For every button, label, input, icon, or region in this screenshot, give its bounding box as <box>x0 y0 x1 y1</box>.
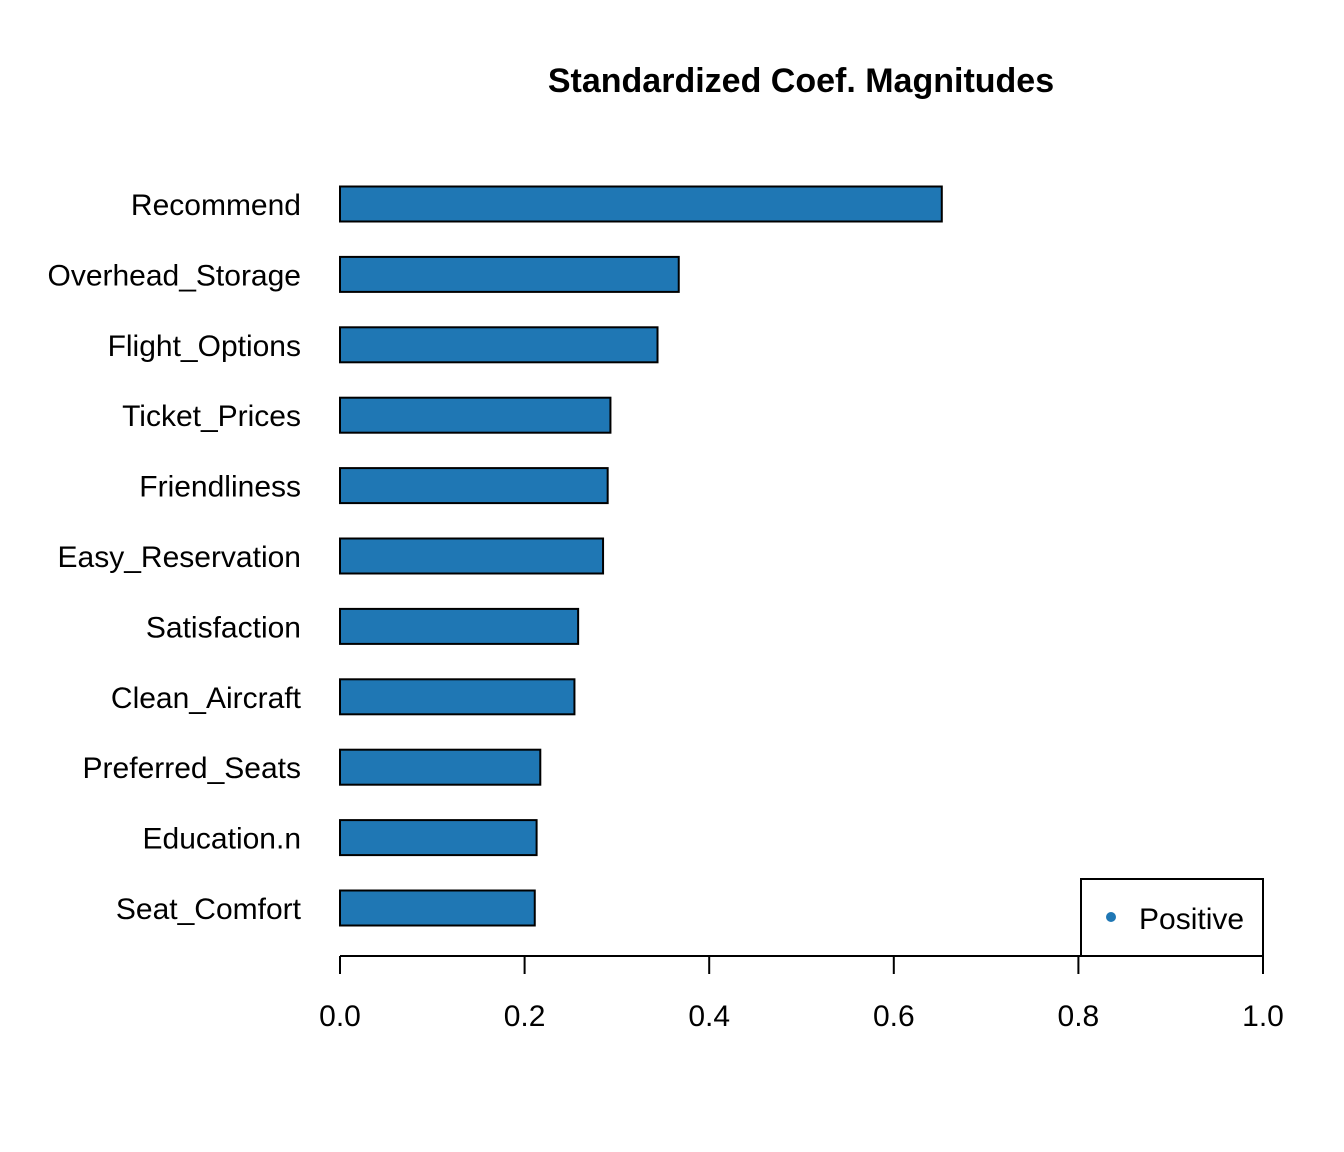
bar-education-n <box>339 819 538 857</box>
legend-marker-positive <box>1106 912 1116 922</box>
category-label: Seat_Comfort <box>116 893 302 926</box>
category-labels: Recommend Overhead_Storage Flight_Options T… <box>47 189 301 926</box>
bars-group <box>339 185 943 927</box>
category-label: Overhead_Storage <box>47 259 301 292</box>
legend-label-positive: Positive <box>1139 903 1244 936</box>
category-label: Satisfaction <box>146 611 301 644</box>
chart-title: Standardized Coef. Magnitudes <box>548 62 1054 100</box>
category-label: Preferred_Seats <box>83 752 301 785</box>
category-label: Easy_Reservation <box>58 541 301 574</box>
bar-recommend <box>339 185 943 223</box>
bar-overhead-storage <box>339 255 680 293</box>
legend: Positive <box>1080 878 1264 957</box>
bar-ticket-prices <box>339 396 612 434</box>
category-label: Friendliness <box>139 471 301 504</box>
bar-preferred-seats <box>339 748 542 786</box>
category-label: Recommend <box>131 189 301 222</box>
x-tick-label: 0.4 <box>688 1000 730 1033</box>
legend-box <box>1080 878 1264 957</box>
bar-flight-options <box>339 326 659 364</box>
category-label: Clean_Aircraft <box>111 682 302 715</box>
bar-easy-reservation <box>339 537 605 575</box>
bar-seat-comfort <box>339 889 536 927</box>
x-tick-label: 0.8 <box>1058 1000 1100 1033</box>
x-axis: 0.0 0.2 0.4 0.6 0.8 1.0 <box>319 955 1284 1033</box>
category-label: Ticket_Prices <box>122 400 301 433</box>
category-label: Flight_Options <box>108 330 301 363</box>
bar-friendliness <box>339 467 609 505</box>
x-tick-label: 1.0 <box>1242 1000 1284 1033</box>
category-label: Education.n <box>143 823 301 856</box>
x-tick-label: 0.6 <box>873 1000 915 1033</box>
bar-clean-aircraft <box>339 678 576 716</box>
x-tick-label: 0.2 <box>504 1000 546 1033</box>
bar-satisfaction <box>339 607 580 645</box>
x-tick-label: 0.0 <box>319 1000 361 1033</box>
